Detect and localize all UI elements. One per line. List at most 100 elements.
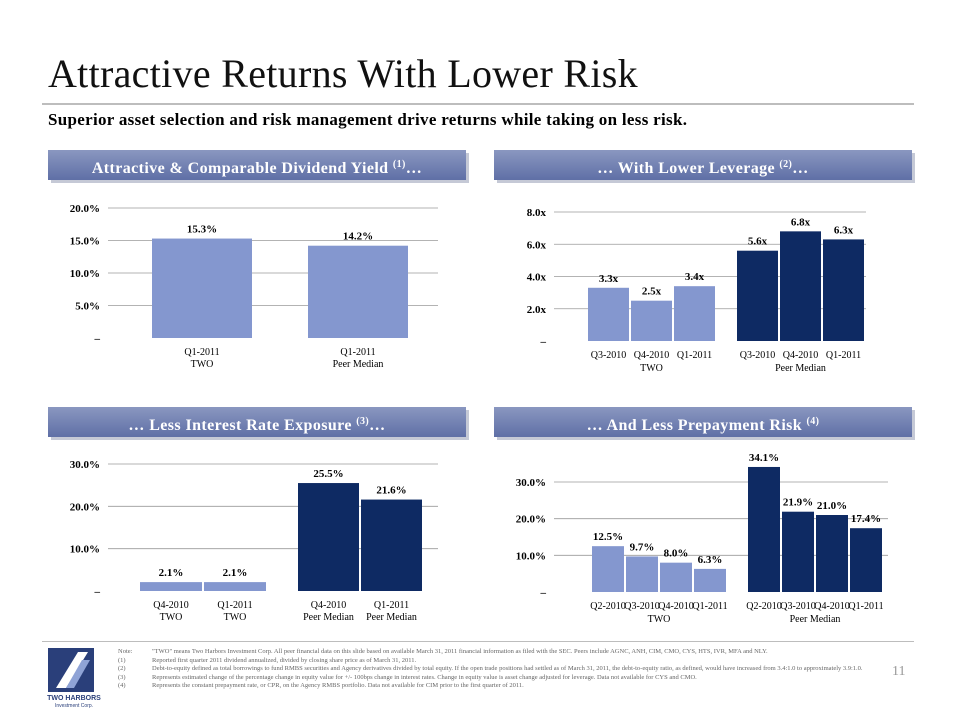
bar <box>674 286 715 341</box>
y-tick-label: 30.0% <box>516 477 546 489</box>
bar <box>140 582 202 591</box>
data-label: 2.1% <box>223 567 248 579</box>
x-tick-label: Q1-2011 <box>848 601 883 612</box>
footer-divider <box>42 641 914 642</box>
interest-rate-title: … Less Interest Rate Exposure <box>128 417 352 434</box>
footnote-row: (1) Reported first quarter 2011 dividend … <box>118 657 908 666</box>
group-label: TWO <box>191 359 214 370</box>
bar <box>361 499 422 591</box>
footnote-row: Note: "TWO" means Two Harbors Investment … <box>118 648 908 657</box>
bar <box>780 231 821 341</box>
leverage-chart: 8.0x 6.0x 4.0x 2.0x – 3.3x Q3-2010 2.5x Q4-2010 3… <box>527 207 866 374</box>
data-label: 8.0% <box>664 548 689 560</box>
bar <box>626 556 658 592</box>
data-label: 2.1% <box>159 567 184 579</box>
x-tick-label: Q4-2010 <box>783 350 819 361</box>
title-divider <box>42 103 914 105</box>
group-label: Peer Median <box>366 612 417 623</box>
interest-rate-suffix: … <box>369 417 386 434</box>
data-label: 6.8x <box>791 216 811 228</box>
y-tick-label: 20.0% <box>70 203 100 215</box>
y-tick-label: – <box>94 333 101 345</box>
data-label: 34.1% <box>749 452 779 464</box>
footnote-row: (4) Represents the constant prepayment ra… <box>118 682 908 691</box>
footnote-key: (4) <box>118 682 126 690</box>
footnote-text: Reported first quarter 2011 dividend ann… <box>152 656 417 664</box>
data-label: 5.6x <box>748 236 768 248</box>
x-tick-label: Q1-2011 <box>184 347 219 358</box>
prepayment-header: … And Less Prepayment Risk (4) <box>494 407 912 437</box>
prepayment-title: … And Less Prepayment Risk <box>586 417 803 434</box>
bar <box>592 546 624 592</box>
y-tick-label: – <box>540 587 547 599</box>
data-label: 3.4x <box>685 271 705 283</box>
y-tick-label: 6.0x <box>527 239 547 251</box>
y-tick-label: – <box>540 336 547 348</box>
footnote-key: (2) <box>118 665 126 673</box>
group-label: Peer Median <box>303 612 354 623</box>
x-tick-label: Q4-2010 <box>814 601 850 612</box>
data-label: 12.5% <box>593 531 623 543</box>
data-label: 17.4% <box>851 513 881 525</box>
y-tick-label: 4.0x <box>527 272 547 284</box>
interest-rate-header: … Less Interest Rate Exposure (3)… <box>48 407 466 437</box>
data-label: 21.0% <box>817 500 847 512</box>
data-label: 6.3% <box>698 554 723 566</box>
bar <box>660 562 692 592</box>
page-number: 11 <box>892 664 906 679</box>
x-tick-label: Q1-2011 <box>340 347 375 358</box>
data-label: 2.5x <box>642 286 662 298</box>
y-tick-label: 5.0% <box>75 301 100 313</box>
leverage-footnote: (2) <box>779 159 793 170</box>
bar <box>631 300 672 341</box>
leverage-title: … With Lower Leverage <box>597 160 776 177</box>
x-tick-label: Q1-2011 <box>217 600 252 611</box>
x-tick-label: Q1-2011 <box>692 601 727 612</box>
data-label: 3.3x <box>599 273 619 285</box>
data-label: 21.9% <box>783 497 813 509</box>
y-tick-label: – <box>94 586 101 598</box>
bar <box>588 287 629 341</box>
x-tick-label: Q2-2010 <box>590 601 626 612</box>
x-tick-label: Q1-2011 <box>374 600 409 611</box>
bar <box>152 238 252 338</box>
x-tick-label: Q3-2010 <box>591 350 627 361</box>
footnote-text: Represents the constant prepayment rate,… <box>152 682 524 690</box>
two-harbors-logo: TWO HARBORS Investment Corp. <box>44 648 101 709</box>
bar <box>850 528 882 592</box>
x-tick-label: Q3-2010 <box>624 601 660 612</box>
footnote-key: Note: <box>118 648 133 655</box>
x-tick-label: Q1-2011 <box>826 350 861 361</box>
data-label: 6.3x <box>834 224 854 236</box>
dividend-yield-suffix: … <box>405 160 423 177</box>
footnote-row: (3) Represents estimated change of the pe… <box>118 674 908 683</box>
x-tick-label: Q2-2010 <box>746 601 782 612</box>
y-tick-label: 10.0% <box>70 268 100 280</box>
x-tick-label: Q3-2010 <box>740 350 776 361</box>
dividend-yield-title: Attractive & Comparable Dividend Yield <box>91 160 389 177</box>
y-tick-label: 8.0x <box>527 207 547 219</box>
bar <box>782 511 814 592</box>
group-label: TWO <box>224 612 247 623</box>
x-tick-label: Q3-2010 <box>780 601 816 612</box>
logo-sub: Investment Corp. <box>54 703 94 709</box>
y-tick-label: 2.0x <box>527 304 547 316</box>
data-label: 14.2% <box>343 231 373 243</box>
footnote-row: (2) Debt-to-equity defined as total borro… <box>118 665 908 674</box>
dividend-yield-footnote: (1) <box>392 159 406 170</box>
footnote-key: (3) <box>118 673 126 681</box>
x-tick-label: Q4-2010 <box>153 600 189 611</box>
prepayment-footnote: (4) <box>806 416 820 427</box>
page-subtitle: Superior asset selection and risk manage… <box>48 110 688 129</box>
bar <box>298 483 359 591</box>
data-label: 21.6% <box>376 485 406 497</box>
group-label: TWO <box>160 612 183 623</box>
y-tick-label: 20.0% <box>516 514 546 526</box>
bar <box>204 582 266 591</box>
footnote-key: (1) <box>118 656 126 664</box>
footnotes: Note: "TWO" means Two Harbors Investment … <box>118 648 908 691</box>
x-tick-label: Q4-2010 <box>311 600 347 611</box>
y-tick-label: 10.0% <box>516 550 546 562</box>
logo-mark <box>48 648 94 692</box>
footnote-text: Debt-to-equity defined as total borrowin… <box>152 665 863 673</box>
